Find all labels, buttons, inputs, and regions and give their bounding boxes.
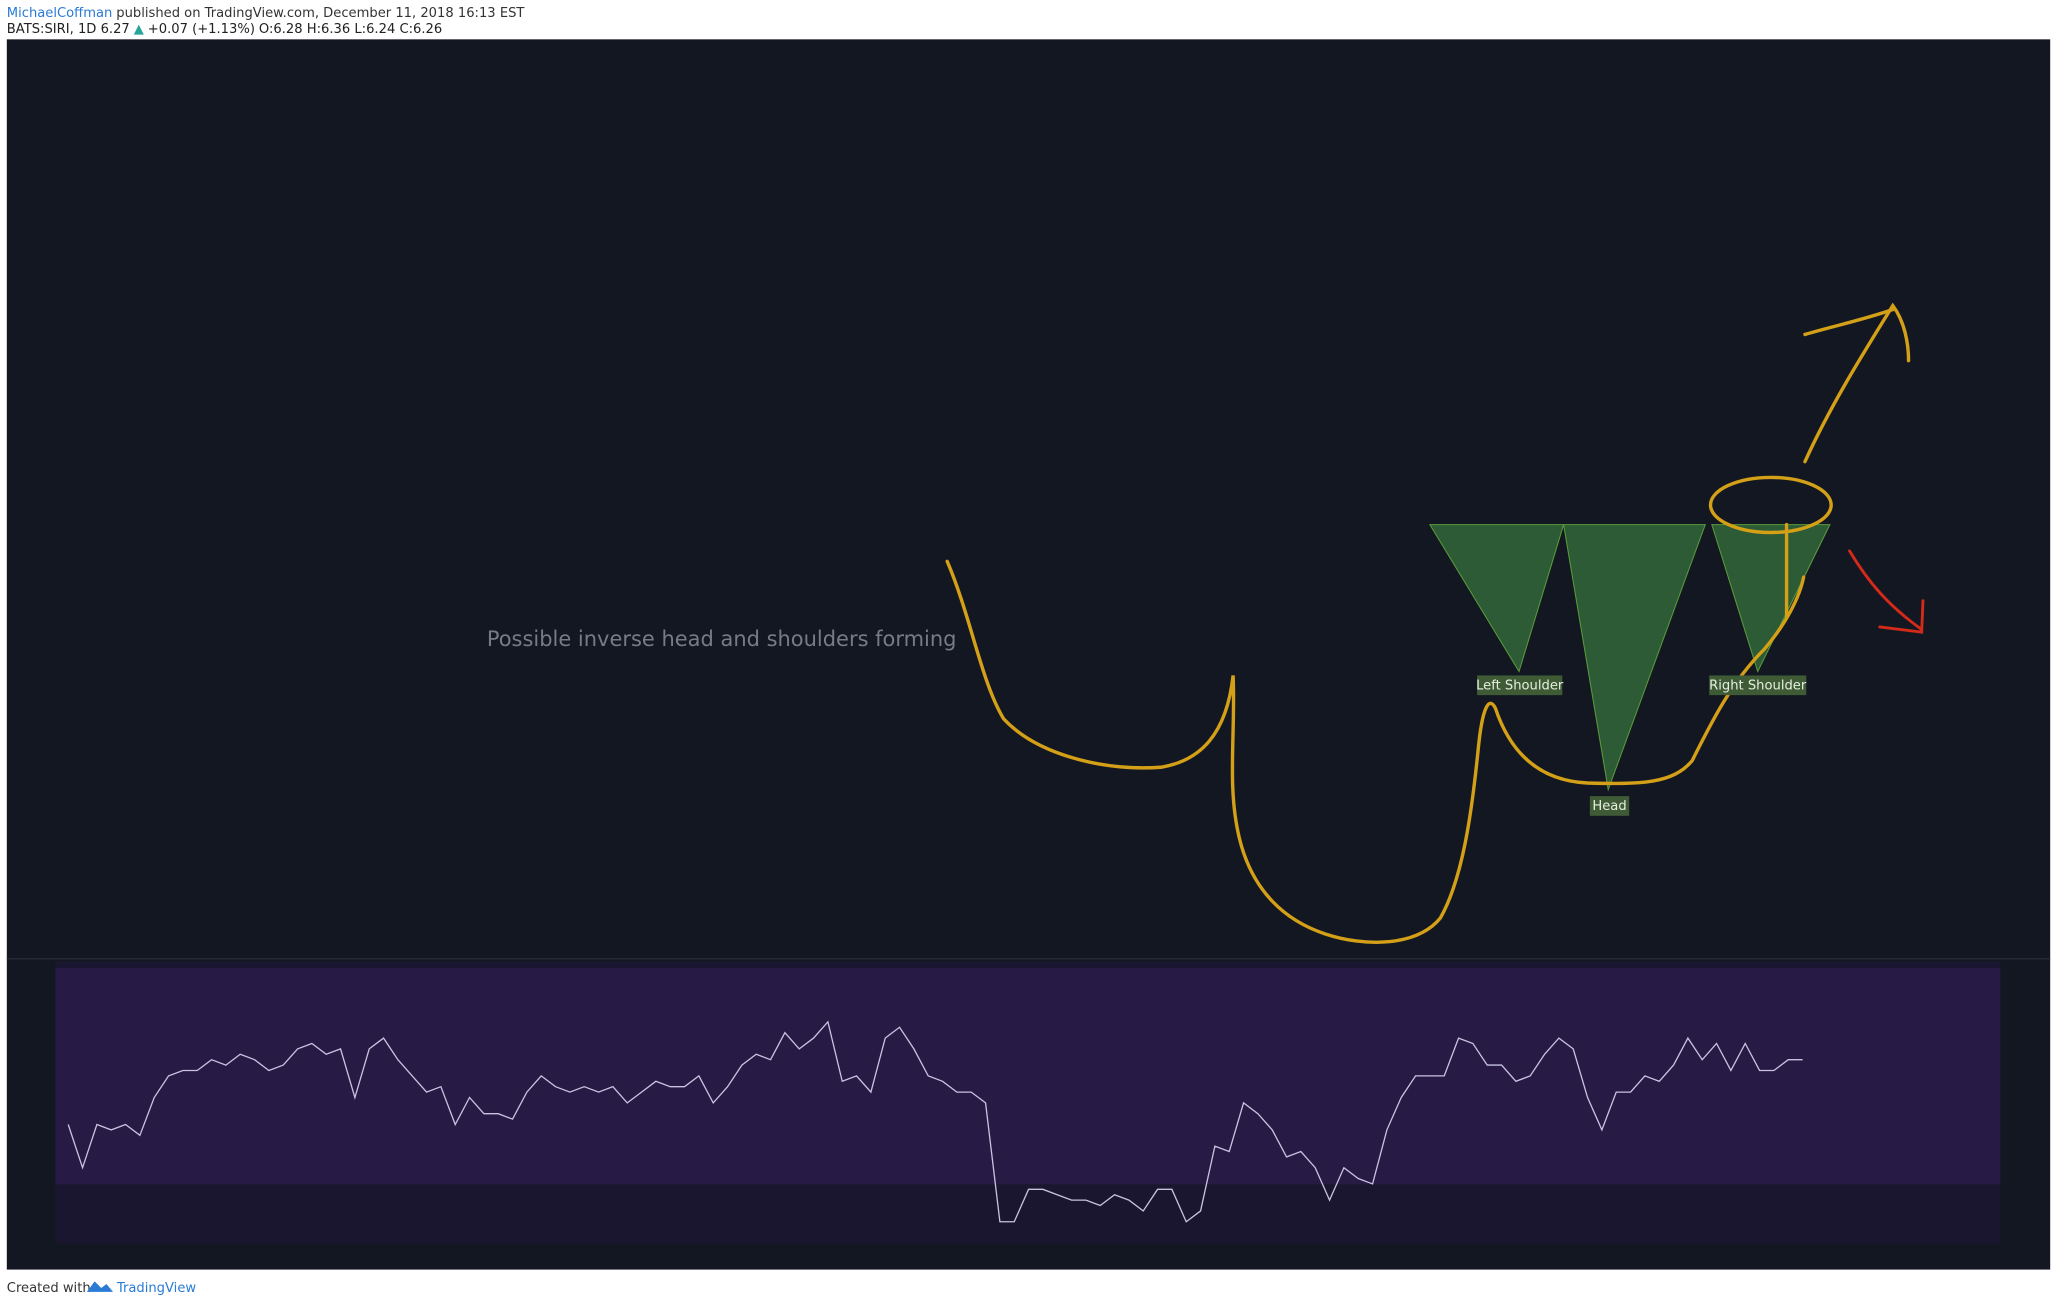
label-box	[1589, 796, 1630, 816]
footer-brand[interactable]: TradingView	[116, 1280, 196, 1295]
hand-drawing	[945, 302, 1911, 944]
head-triangle	[1562, 524, 1707, 792]
brand-logo	[86, 1281, 114, 1292]
header-line-1: MichaelCoffman published on TradingView.c…	[7, 6, 526, 21]
label-box	[1709, 675, 1807, 696]
down-arrow-shaft	[1848, 549, 1924, 631]
rsi-line	[67, 1020, 1803, 1223]
pattern-curve	[945, 559, 1806, 944]
down-arrow-head	[1878, 599, 1925, 634]
down-arrow	[1848, 549, 1925, 634]
ohlc-readout: O:6.28 H:6.36 L:6.24 C:6.26	[259, 21, 442, 36]
right-shoulder-triangle	[1711, 524, 1831, 673]
target-arrow	[1803, 302, 1911, 464]
left-shoulder-triangle	[1428, 524, 1565, 673]
up-arrow: ▲	[134, 21, 145, 36]
label-box	[1477, 675, 1563, 696]
published: published on TradingView.com, December 1…	[116, 6, 525, 21]
author[interactable]: MichaelCoffman	[7, 6, 113, 21]
header-line-2: BATS:SIRI, 1D 6.27 ▲ +0.07 (+1.13%) O:6.28 …	[7, 21, 442, 36]
change: +0.07 (+1.13%)	[148, 21, 255, 36]
annotation: Possible inverse head and shoulders form…	[487, 627, 957, 651]
footer-text: Created with	[7, 1280, 91, 1295]
footer: Created with TradingView	[7, 1280, 197, 1295]
pattern-fill	[1428, 524, 1831, 792]
symbol: BATS:SIRI, 1D 6.27	[7, 21, 130, 36]
breakout-circle	[1708, 475, 1833, 535]
pattern-label: Left Shoulder	[1476, 678, 1564, 693]
pattern-label: Right Shoulder	[1709, 678, 1807, 693]
pattern-label: Head	[1592, 799, 1626, 814]
rsi-band	[55, 967, 2001, 1185]
target-arrow-head	[1803, 307, 1895, 337]
